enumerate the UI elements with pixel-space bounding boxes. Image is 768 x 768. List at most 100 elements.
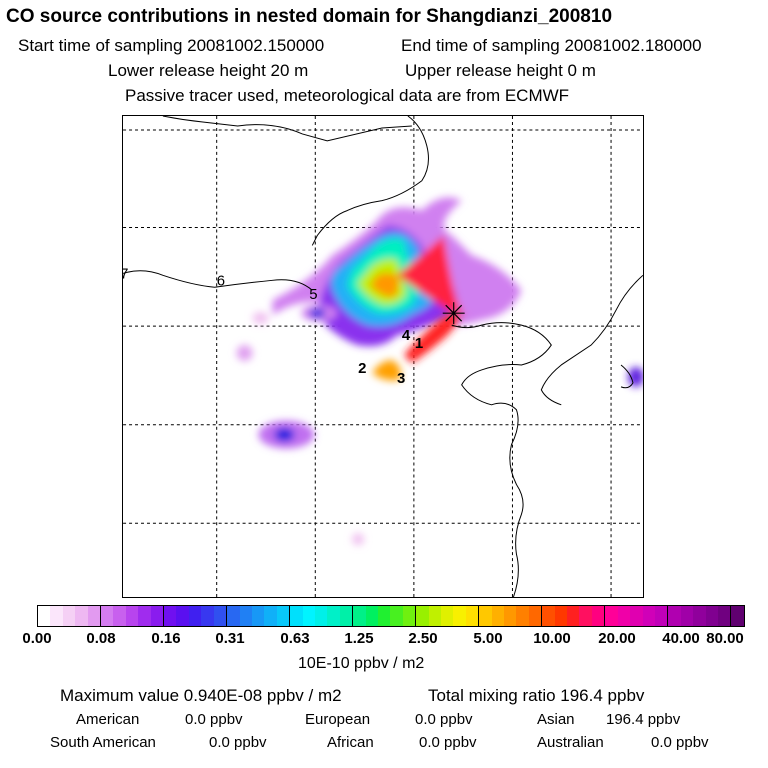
australian-label: Australian — [537, 734, 604, 751]
colorbar-swatch — [554, 606, 568, 626]
colorbar-swatch — [327, 606, 340, 626]
colorbar-swatch — [314, 606, 328, 626]
plume-core — [372, 311, 460, 381]
colorbar-swatch — [479, 606, 492, 626]
region-label-1: 1 — [415, 335, 423, 352]
colorbar-swatch — [705, 606, 718, 626]
region-label-3: 3 — [397, 370, 405, 387]
lower-height-label: Lower release height 20 m — [108, 61, 309, 80]
colorbar-swatch — [731, 606, 744, 626]
region-label-7: 7 — [122, 265, 128, 282]
american-value: 0.0 ppbv — [185, 711, 243, 728]
colorbar-swatch — [164, 606, 177, 626]
colorbar-swatch — [213, 606, 228, 626]
total-mixing-label: Total mixing ratio 196.4 ppbv — [428, 686, 645, 705]
colorbar-swatch — [693, 606, 706, 626]
colorbar-swatch — [717, 606, 732, 626]
colorbar-swatch — [239, 606, 252, 626]
colorbar-swatch — [579, 606, 592, 626]
south-american-label: South American — [50, 734, 156, 751]
tracer-note: Passive tracer used, meteorological data… — [125, 86, 570, 105]
map-panel: 7 6 5 4 1 2 3 — [122, 115, 644, 598]
colorbar-swatch — [176, 606, 189, 626]
colorbar-swatch — [138, 606, 151, 626]
colorbar-swatch — [491, 606, 505, 626]
colorbar-swatch — [680, 606, 694, 626]
colorbar-swatch — [227, 606, 240, 626]
graticule — [123, 116, 643, 597]
american-label: American — [76, 711, 140, 728]
south-american-value: 0.0 ppbv — [209, 734, 267, 751]
european-label: European — [305, 711, 371, 728]
colorbar-swatch — [642, 606, 655, 626]
colorbar-swatch — [668, 606, 681, 626]
colorbar-swatch — [113, 606, 126, 626]
colorbar-swatch — [290, 606, 303, 626]
colorbar-swatch — [201, 606, 214, 626]
european-value: 0.0 ppbv — [415, 711, 473, 728]
colorbar-swatch — [125, 606, 139, 626]
asian-value: 196.4 ppbv — [606, 711, 681, 728]
plume — [236, 197, 643, 546]
colorbar-tick: 0.16 — [151, 630, 181, 647]
colorbar-swatch — [504, 606, 517, 626]
colorbar-tick: 0.63 — [280, 630, 310, 647]
colorbar — [37, 605, 745, 627]
colorbar-swatch — [150, 606, 165, 626]
upper-height-label: Upper release height 0 m — [405, 61, 596, 80]
colorbar-tick: 10.00 — [533, 630, 571, 647]
african-label: African — [327, 734, 374, 751]
colorbar-swatch — [38, 606, 51, 626]
colorbar-swatch — [353, 606, 366, 626]
colorbar-swatch — [542, 606, 555, 626]
colorbar-tick: 0.08 — [86, 630, 116, 647]
colorbar-swatch — [465, 606, 480, 626]
colorbar-swatch — [339, 606, 354, 626]
colorbar-swatch — [516, 606, 529, 626]
region-label-4: 4 — [402, 327, 411, 344]
coastlines — [123, 116, 643, 597]
colorbar-swatch — [416, 606, 429, 626]
region-label-5: 5 — [309, 286, 317, 303]
colorbar-swatch — [617, 606, 631, 626]
colorbar-tick: 5.00 — [473, 630, 503, 647]
colorbar-tick: 0.00 — [22, 630, 52, 647]
colorbar-tick: 0.31 — [215, 630, 245, 647]
colorbar-swatch — [264, 606, 277, 626]
colorbar-swatch — [365, 606, 378, 626]
colorbar-swatch — [402, 606, 417, 626]
colorbar-swatch — [62, 606, 76, 626]
colorbar-swatch — [302, 606, 315, 626]
colorbar-swatch — [453, 606, 466, 626]
colorbar-swatch — [630, 606, 643, 626]
asian-label: Asian — [537, 711, 575, 728]
african-value: 0.0 ppbv — [419, 734, 477, 751]
colorbar-swatch — [188, 606, 202, 626]
start-time-label: Start time of sampling 20081002.150000 — [18, 36, 325, 55]
colorbar-swatch — [87, 606, 102, 626]
colorbar-tick: 80.00 — [706, 630, 744, 647]
star-icon — [442, 302, 465, 325]
colorbar-tick: 2.50 — [408, 630, 438, 647]
colorbar-swatch — [441, 606, 454, 626]
colorbar-swatch — [50, 606, 63, 626]
colorbar-swatch — [377, 606, 391, 626]
colorbar-swatch — [251, 606, 265, 626]
end-time-label: End time of sampling 20081002.180000 — [401, 36, 702, 55]
colorbar-swatch — [75, 606, 88, 626]
colorbar-swatch — [654, 606, 669, 626]
colorbar-swatch — [605, 606, 618, 626]
max-value-label: Maximum value 0.940E-08 ppbv / m2 — [60, 686, 342, 705]
plot-title: CO source contributions in nested domain… — [6, 6, 613, 27]
region-label-6: 6 — [217, 272, 225, 289]
colorbar-swatch — [276, 606, 291, 626]
colorbar-swatch — [101, 606, 114, 626]
colorbar-tick: 20.00 — [598, 630, 636, 647]
colorbar-swatch — [528, 606, 543, 626]
australian-value: 0.0 ppbv — [651, 734, 709, 751]
colorbar-swatch — [428, 606, 441, 626]
colorbar-swatch — [567, 606, 580, 626]
colorbar-tick: 1.25 — [344, 630, 374, 647]
colorbar-swatch — [591, 606, 606, 626]
colorbar-tick: 40.00 — [662, 630, 700, 647]
